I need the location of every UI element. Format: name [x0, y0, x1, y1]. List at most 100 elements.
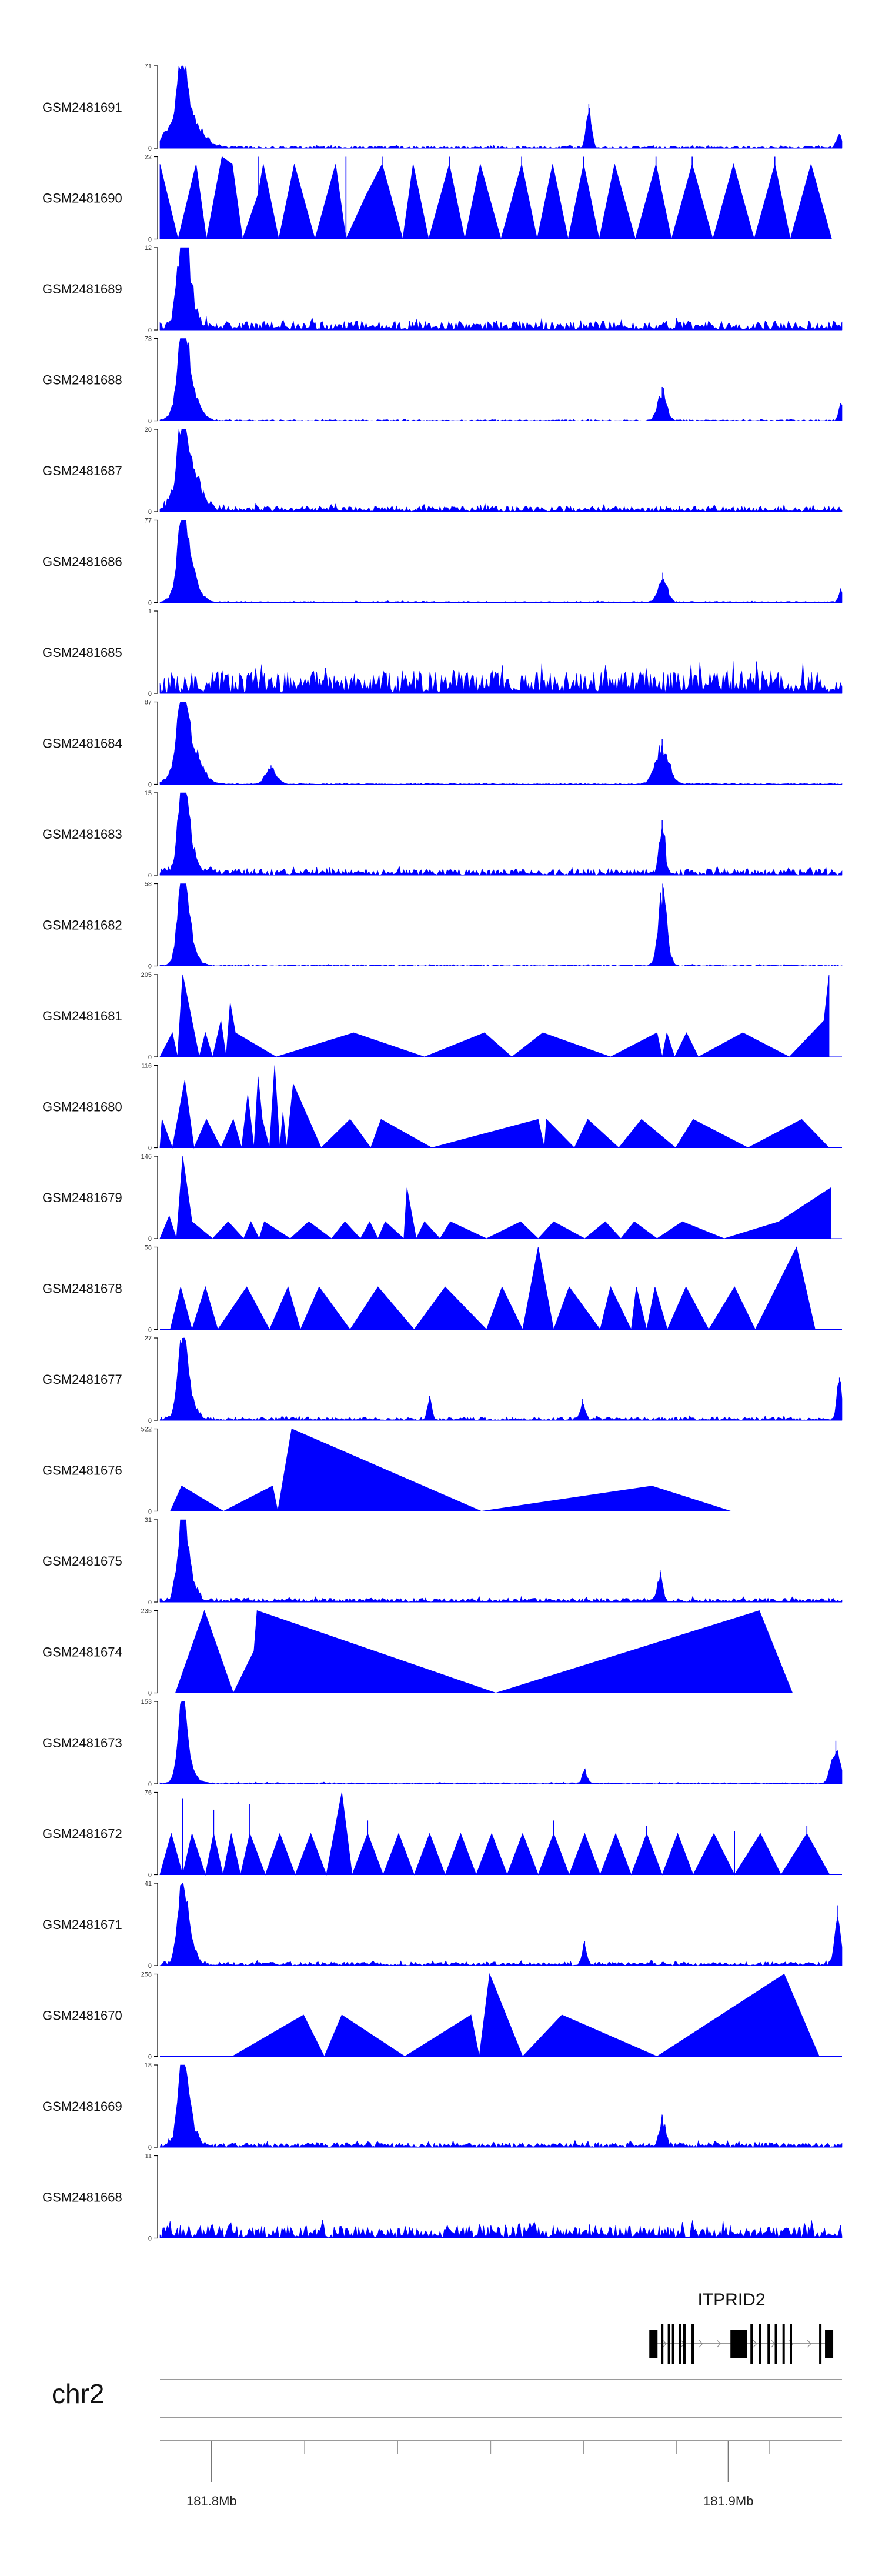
track-GSM2481675: GSM2481675 31 0 — [42, 1517, 843, 1606]
signal-area — [159, 1792, 830, 1876]
track-ymax-label: 116 — [141, 1063, 152, 1070]
track-ymax-label: 77 — [145, 518, 152, 525]
track-ymax-label: 1 — [148, 608, 152, 615]
track-ymin-label: 0 — [148, 145, 152, 152]
track-ymax-label: 58 — [145, 881, 152, 888]
track-GSM2481671: GSM2481671 41 0 — [42, 1880, 843, 1970]
track-label: GSM2481669 — [42, 2099, 122, 2114]
track-ymin-label: 0 — [148, 1327, 152, 1334]
track-ymax-label: 31 — [145, 1517, 152, 1524]
signal-area — [175, 1610, 793, 1694]
track-ymin-label: 0 — [148, 1781, 152, 1788]
gene-exon — [750, 2324, 753, 2364]
track-label: GSM2481674 — [42, 1645, 122, 1660]
signal-area — [159, 883, 843, 966]
track-ymax-label: 18 — [145, 2062, 152, 2069]
gene-track: ITPRID2 — [649, 2290, 834, 2364]
track-ymin-label: 0 — [148, 872, 152, 879]
track-ymax-label: 205 — [141, 972, 152, 979]
track-ymax-label: 15 — [145, 790, 152, 797]
track-label: GSM2481668 — [42, 2190, 122, 2205]
signal-area — [159, 520, 843, 603]
gene-exon — [782, 2324, 785, 2364]
track-label: GSM2481676 — [42, 1463, 122, 1478]
track-ymin-label: 0 — [148, 2054, 152, 2061]
gene-exon — [790, 2324, 792, 2364]
track-GSM2481669: GSM2481669 18 0 — [42, 2062, 843, 2151]
signal-area — [231, 1973, 820, 2057]
track-label: GSM2481684 — [42, 736, 122, 751]
track-ymax-label: 73 — [145, 336, 152, 343]
track-ymin-label: 0 — [148, 2144, 152, 2151]
track-GSM2481670: GSM2481670 258 0 — [42, 1971, 842, 2061]
track-ymax-label: 76 — [145, 1790, 152, 1797]
gene-exon — [819, 2324, 822, 2364]
signal-area — [159, 2220, 843, 2238]
track-GSM2481683: GSM2481683 15 0 — [42, 790, 843, 879]
gene-exon — [739, 2330, 747, 2358]
track-GSM2481681: GSM2481681 205 0 — [42, 972, 842, 1061]
signal-area — [159, 702, 843, 785]
track-label: GSM2481687 — [42, 463, 122, 478]
track-ymin-label: 0 — [148, 1054, 152, 1061]
track-label: GSM2481677 — [42, 1372, 122, 1387]
signal-area — [159, 338, 843, 421]
track-ymin-label: 0 — [148, 1599, 152, 1606]
track-GSM2481685: GSM2481685 1 0 — [42, 608, 843, 698]
track-label: GSM2481686 — [42, 555, 122, 569]
signal-area — [159, 2064, 843, 2148]
track-ymin-label: 0 — [148, 236, 152, 243]
gene-exon — [661, 2324, 664, 2364]
track-label: GSM2481673 — [42, 1736, 122, 1750]
track-ymin-label: 0 — [148, 327, 152, 334]
gene-exon — [679, 2324, 681, 2364]
track-ymax-label: 71 — [145, 63, 152, 70]
track-GSM2481680: GSM2481680 116 0 — [42, 1063, 842, 1152]
track-label: GSM2481683 — [42, 827, 122, 842]
track-ymin-label: 0 — [148, 1963, 152, 1970]
track-ymax-label: 12 — [145, 245, 152, 252]
track-GSM2481676: GSM2481676 522 0 — [42, 1426, 842, 1516]
axis-tick-label: 181.8Mb — [186, 2494, 237, 2508]
gene-exon — [759, 2324, 761, 2364]
signal-area — [159, 247, 843, 331]
track-GSM2481668: GSM2481668 11 0 — [42, 2153, 843, 2243]
signal-area — [170, 1246, 816, 1331]
track-GSM2481684: GSM2481684 87 0 — [42, 699, 843, 789]
track-GSM2481682: GSM2481682 58 0 — [42, 881, 843, 970]
signal-area — [169, 1428, 731, 1511]
strand-arrow — [699, 2340, 703, 2348]
signal-area — [159, 429, 843, 512]
signal-area — [159, 1519, 843, 1603]
track-ymin-label: 0 — [148, 1872, 152, 1879]
track-label: GSM2481678 — [42, 1282, 122, 1296]
signal-area — [159, 1156, 831, 1240]
strand-arrow — [753, 2340, 757, 2348]
track-GSM2481690: GSM2481690 22 0 — [42, 154, 842, 243]
track-ymin-label: 0 — [148, 1236, 152, 1243]
track-label: GSM2481675 — [42, 1554, 122, 1569]
track-ymax-label: 258 — [141, 1971, 152, 1978]
gene-exon — [825, 2330, 834, 2358]
strand-arrow — [717, 2340, 721, 2348]
track-GSM2481673: GSM2481673 153 0 — [42, 1699, 843, 1788]
track-ymin-label: 0 — [148, 2235, 152, 2243]
track-GSM2481686: GSM2481686 77 0 — [42, 518, 843, 607]
signal-area — [159, 1701, 843, 1784]
track-ymax-label: 11 — [145, 2153, 152, 2160]
track-GSM2481677: GSM2481677 27 0 — [42, 1335, 843, 1424]
track-ymax-label: 146 — [141, 1153, 152, 1160]
track-ymax-label: 20 — [145, 426, 152, 433]
axis-tick-label: 181.9Mb — [703, 2494, 754, 2508]
track-label: GSM2481688 — [42, 373, 122, 388]
signal-area — [159, 1883, 843, 1966]
track-label: GSM2481680 — [42, 1100, 122, 1115]
track-ymin-label: 0 — [148, 1417, 152, 1424]
signal-area — [159, 65, 843, 149]
track-label: GSM2481690 — [42, 191, 122, 206]
track-ymax-label: 27 — [145, 1335, 152, 1342]
track-GSM2481688: GSM2481688 73 0 — [42, 336, 843, 425]
gene-label: ITPRID2 — [697, 2290, 765, 2310]
track-label: GSM2481679 — [42, 1190, 122, 1205]
